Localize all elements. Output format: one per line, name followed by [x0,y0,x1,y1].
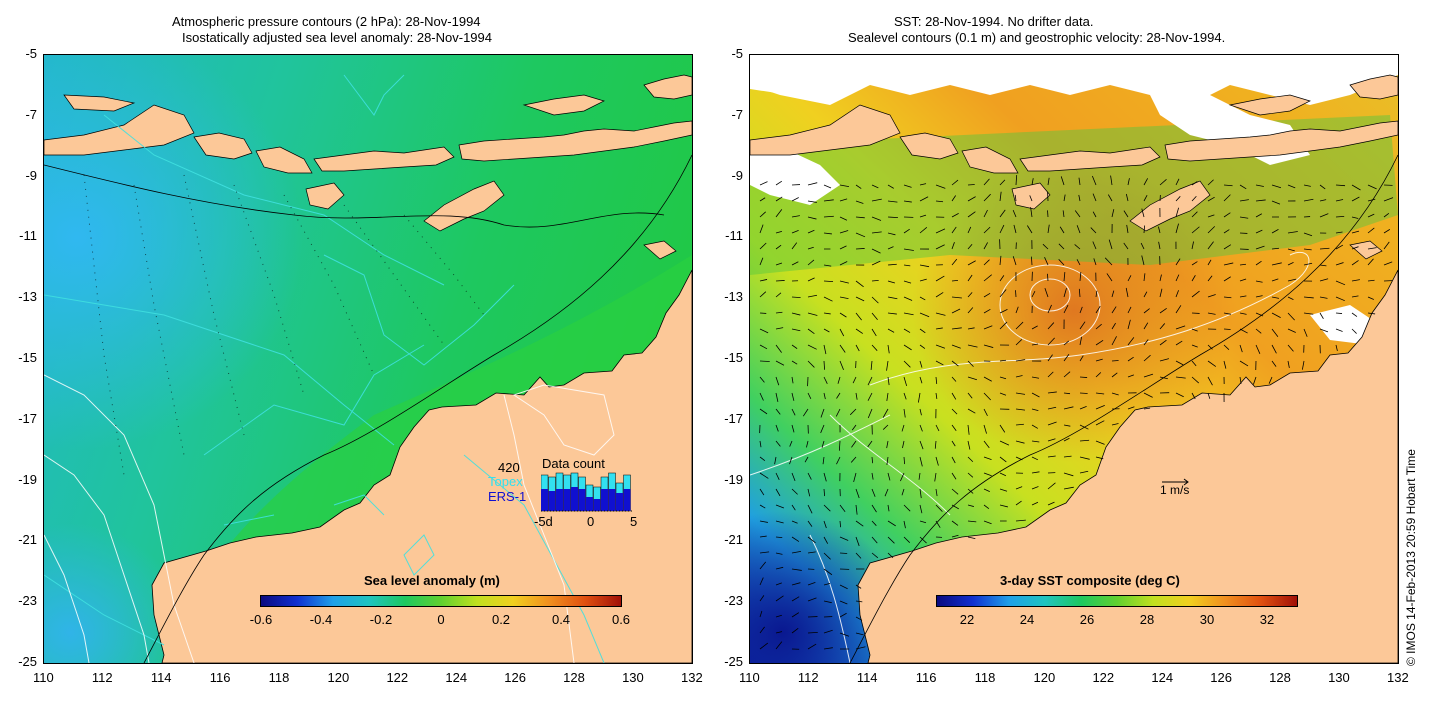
left-x-tick: 128 [563,670,585,685]
sst-colorbar [936,595,1298,607]
sst-colorbar-tick: 32 [1259,612,1275,627]
right-title-line2: Sealevel contours (0.1 m) and geostrophi… [848,30,1226,45]
left-x-tick: 130 [622,670,644,685]
sst-colorbar-tick: 24 [1019,612,1035,627]
left-x-tick: 132 [681,670,703,685]
right-x-tick: 120 [1033,670,1056,685]
sla-colorbar-tick: -0.4 [309,612,333,627]
right-y-tick: -21 [724,532,743,548]
right-y-tick: -11 [725,228,743,244]
left-x-tick: 126 [504,670,526,685]
right-y-tick: -23 [724,593,743,609]
left-title-line1: Atmospheric pressure contours (2 hPa): 2… [172,14,481,29]
histogram-bar-ers1 [586,497,593,511]
left-y-tick: -25 [18,654,37,669]
sla-colorbar-tick: 0.6 [611,612,631,627]
data-count-topex-label: Topex [488,474,523,489]
data-count-title: Data count [542,456,605,471]
sst-colorbar-tick: 22 [959,612,975,627]
right-x-tick: 124 [1151,670,1174,685]
sla-colorbar-title: Sea level anomaly (m) [364,573,500,588]
right-y-tick: -17 [724,410,743,426]
right-x-tick: 112 [797,670,819,685]
left-x-tick: 124 [445,670,468,685]
left-x-tick: 116 [209,670,231,685]
left-y-tick: -17 [18,410,37,426]
right-x-tick: 126 [1210,670,1232,685]
histogram-bar-ers1 [556,489,563,511]
histogram-bar-ers1 [601,489,608,511]
left-x-tick: 114 [150,670,172,685]
sla-colorbar-tick: -0.2 [369,612,393,627]
right-y-tick: -19 [724,471,743,487]
left-y-tick: -5 [25,46,37,61]
sla-colorbar-tick: 0 [437,612,445,627]
right-x-tick: 130 [1328,670,1350,685]
left-x-tick: 112 [91,670,113,685]
left-y-tick: -15 [18,350,37,365]
credit-text: © IMOS 14-Feb-2013 20:59 Hobart Time [1404,449,1418,666]
histogram-bar-ers1 [608,489,616,511]
velocity-scale-arrow [1162,478,1189,486]
data-count-tick-5: 5 [630,514,638,529]
data-count-total: 420 [498,460,520,475]
left-x-tick: 110 [33,670,54,685]
histogram-bar-ers1 [541,489,548,511]
sst-colorbar-tick: 28 [1139,612,1155,627]
sst-colorbar-title: 3-day SST composite (deg C) [1000,573,1180,588]
sst-map [750,55,1398,663]
sla-colorbar [260,595,622,607]
left-y-tick: -23 [18,593,37,609]
right-y-tick: -5 [731,46,743,61]
data-count-ers1-label: ERS-1 [488,489,527,504]
right-x-tick: 128 [1269,670,1291,685]
indonesian-islands [44,74,692,260]
sst-colorbar-tick: 26 [1079,612,1095,627]
sla-colorbar-tick: 0.4 [551,612,571,627]
left-y-tick: -21 [18,532,37,548]
histogram-bar-ers1 [548,491,556,511]
sea-level-anomaly-map [44,55,692,663]
left-y-tick: -13 [18,289,37,305]
right-x-tick: 122 [1092,670,1115,685]
australia-landmass-sst [857,269,1398,663]
right-x-tick: 132 [1387,670,1409,685]
left-y-tick: -11 [19,228,37,244]
histogram-bar-ers1 [623,489,631,511]
right-y-tick: -13 [724,289,743,305]
right-x-tick: 110 [739,670,760,685]
velocity-scale-label: 1 m/s [1160,483,1190,497]
right-x-tick: 114 [856,670,878,685]
histogram-bar-ers1 [563,489,571,511]
indonesian-islands-sst [750,74,1398,260]
left-title-line2: Isostatically adjusted sea level anomaly… [182,30,493,45]
left-y-tick: -7 [25,106,37,122]
right-y-tick: -7 [731,106,743,122]
sla-colorbar-tick: -0.6 [249,612,273,627]
left-y-tick: -9 [25,167,37,183]
histogram-bar-ers1 [578,489,586,511]
left-x-tick: 118 [268,670,290,685]
left-x-tick: 120 [327,670,350,685]
right-y-tick: -25 [724,654,743,669]
left-x-tick: 122 [386,670,409,685]
right-y-tick: -9 [731,167,743,183]
right-x-tick: 118 [974,670,996,685]
right-y-tick: -15 [724,350,743,365]
left-y-tick: -19 [18,471,37,487]
histogram-bar-ers1 [571,487,578,511]
histogram-bar-ers1 [616,493,623,511]
sla-colorbar-tick: 0.2 [491,612,511,627]
sst-colorbar-tick: 30 [1199,612,1215,627]
data-count-tick-neg5: -5d [534,514,553,529]
right-title-line1: SST: 28-Nov-1994. No drifter data. [894,14,1094,29]
histogram-bar-ers1 [593,499,601,511]
right-x-tick: 116 [915,670,937,685]
left-map-panel: Sea level anomaly (m) -0.6 -0.4 -0.2 0 0.2 0.… [43,54,693,664]
data-count-histogram [541,472,633,512]
right-map-panel: 1 m/s 3-day SST composite (deg C) 22 24 26… [749,54,1399,664]
data-count-tick-0: 0 [587,514,595,529]
